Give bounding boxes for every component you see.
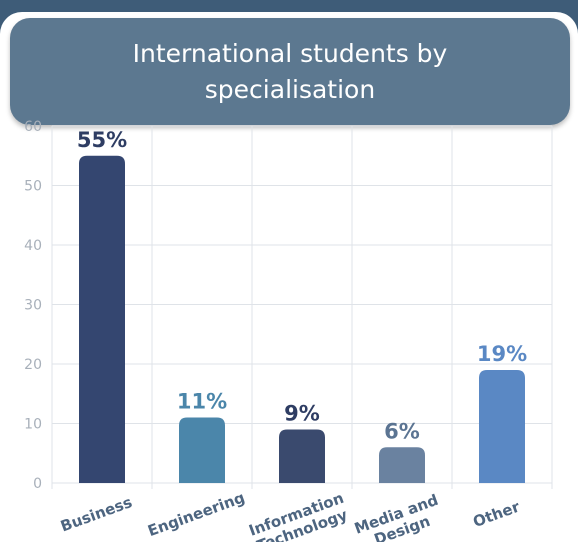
- data-label: 19%: [477, 342, 527, 366]
- x-tick-label-line: Other: [471, 497, 523, 531]
- bar-media-and-design: [379, 447, 425, 483]
- chart-title: International students by specialisation: [132, 38, 448, 104]
- x-tick-label: Business: [58, 493, 135, 536]
- bar-business: [79, 155, 125, 483]
- y-tick-label: 60: [24, 119, 42, 135]
- data-label: 11%: [177, 390, 227, 414]
- data-label: 55%: [77, 128, 127, 152]
- y-tick-label: 30: [24, 298, 42, 314]
- data-label: 9%: [284, 401, 320, 425]
- x-tick-label: Other: [471, 497, 523, 531]
- data-label: 6%: [384, 419, 420, 443]
- x-tick-label: Engineering: [145, 488, 247, 540]
- y-tick-label: 20: [24, 357, 42, 373]
- chart-title-banner: International students by specialisation: [10, 18, 570, 125]
- y-tick-label: 50: [24, 179, 42, 195]
- x-tick-label-line: Business: [58, 493, 135, 536]
- x-tick-label-line: Engineering: [145, 488, 247, 540]
- bar-other: [479, 369, 525, 483]
- y-tick-label: 10: [24, 417, 42, 433]
- bar-information-technology: [279, 429, 325, 483]
- bar-engineering: [179, 417, 225, 483]
- y-tick-label: 0: [33, 476, 42, 492]
- y-tick-label: 40: [24, 238, 42, 254]
